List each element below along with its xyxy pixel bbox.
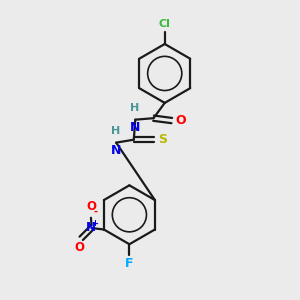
Text: O: O — [176, 114, 186, 127]
Text: F: F — [125, 256, 134, 270]
Text: N: N — [111, 143, 121, 157]
Text: H: H — [111, 126, 120, 136]
Text: O: O — [86, 200, 96, 213]
Text: -: - — [93, 206, 97, 216]
Text: H: H — [130, 103, 139, 113]
Text: N: N — [85, 220, 96, 234]
Text: O: O — [75, 241, 85, 254]
Text: Cl: Cl — [159, 19, 171, 29]
Text: +: + — [92, 219, 99, 228]
Text: N: N — [130, 121, 140, 134]
Text: S: S — [158, 133, 167, 146]
